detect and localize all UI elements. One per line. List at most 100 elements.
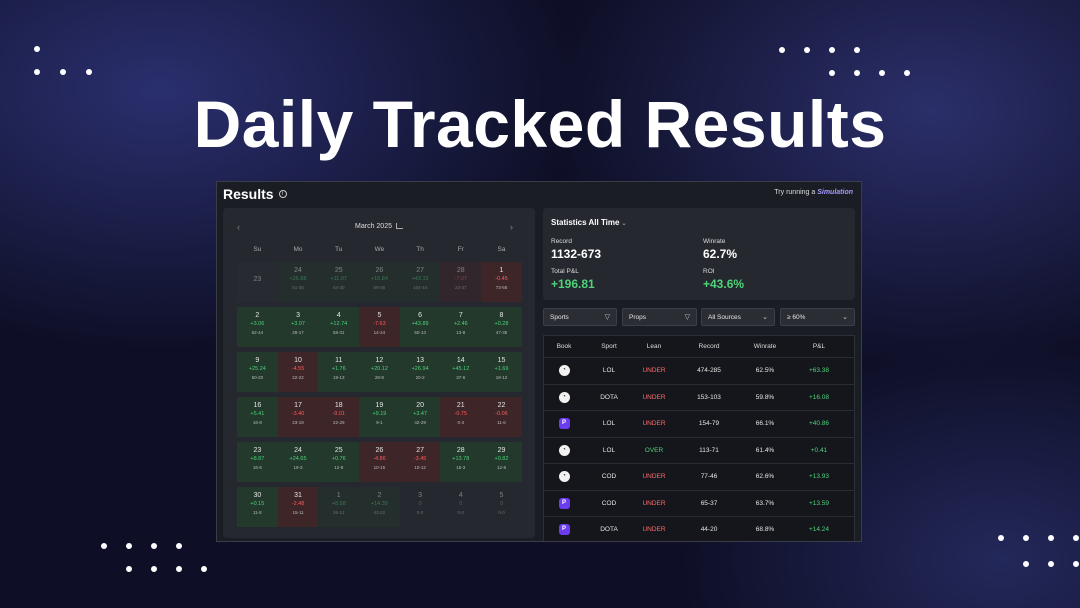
sport-cell: DOTA — [600, 393, 618, 401]
calendar-day[interactable]: 4 +12.74 58-31 — [318, 307, 360, 347]
calendar-day[interactable]: 19 +9.19 9-1 — [359, 397, 400, 437]
stats-title[interactable]: Statistics All Time ⌄ — [551, 218, 627, 227]
table-row[interactable]: ◔ COD UNDER 77-46 62.6% +13.93 — [544, 464, 854, 491]
calendar-day[interactable]: 3 +3.07 28-17 — [277, 307, 319, 347]
calendar-day[interactable]: 4 0 0-0 — [440, 487, 481, 527]
day-record: 15-3 — [456, 465, 466, 470]
calendar-day[interactable]: 11 +1.76 19-13 — [318, 352, 360, 392]
calendar-day[interactable]: 17 -3.40 23-19 — [277, 397, 319, 437]
calendar-day[interactable]: 14 +45.12 37-6 — [440, 352, 482, 392]
calendar-day[interactable]: 27 -3.45 10-12 — [399, 442, 441, 482]
simulation-link[interactable]: Simulation — [817, 189, 853, 196]
calendar-day[interactable]: 24 +24.65 19-3 — [277, 442, 319, 482]
day-pl: -9.01 — [332, 411, 345, 417]
day-number: 24 — [294, 267, 302, 274]
calendar-day[interactable]: 2 +14.39 43-22 — [359, 487, 400, 527]
weekday-label: We — [374, 246, 385, 253]
calendar-day[interactable]: 1 -0.45 73-58 — [481, 262, 522, 302]
calendar-day[interactable]: 26 -4.86 10-15 — [359, 442, 400, 482]
day-record: 43-22 — [373, 510, 386, 515]
record-cell: 154-79 — [698, 420, 720, 428]
bar-chart-icon[interactable] — [395, 223, 403, 229]
calendar-day[interactable]: 8 +0.28 47-35 — [481, 307, 522, 347]
calendar-nav: ‹ March 2025 › — [223, 222, 535, 236]
day-number: 30 — [253, 492, 262, 499]
calendar-day[interactable]: 28 +13.78 15-3 — [440, 442, 482, 482]
calendar-day[interactable]: 10 -4.55 22-22 — [277, 352, 319, 392]
calendar-grid: 23 24 +26.88 51-35 25 +11.07 54-30 26 +15.84 59-3… — [237, 262, 522, 532]
column-header[interactable]: Winrate — [753, 343, 777, 350]
calendar-day[interactable]: 22 -0.06 11-6 — [481, 397, 522, 437]
chevron-right-icon[interactable]: › — [510, 222, 513, 232]
stat-winrate: Winrate 62.7% — [703, 238, 738, 261]
simulation-cta[interactable]: Try running a Simulation — [774, 189, 853, 196]
day-pl: -2.48 — [291, 501, 305, 507]
winrate-cell: 62.6% — [755, 473, 775, 481]
calendar-day[interactable]: 27 +43.15 104-44 — [399, 262, 441, 302]
table-row[interactable]: P COD UNDER 65-37 63.7% +13.59 — [544, 491, 854, 517]
table-row[interactable]: P DOTA UNDER 44-20 68.8% +14.24 — [544, 517, 854, 541]
calendar-day[interactable]: 9 +25.24 50-20 — [237, 352, 278, 392]
day-record: 28-17 — [292, 330, 304, 335]
day-number: 5 — [499, 492, 504, 499]
calendar-day[interactable]: 31 -2.48 15-11 — [277, 487, 319, 527]
chevron-down-icon: ⌄ — [762, 314, 768, 321]
chevron-left-icon[interactable]: ‹ — [237, 222, 240, 232]
sports-filter[interactable]: Sports ▽ — [543, 308, 617, 326]
book-cell: ◔ — [544, 444, 584, 456]
calendar-day[interactable]: 6 +43.89 50-13 — [399, 307, 441, 347]
panel-header: Results i — [223, 186, 287, 202]
calendar-day[interactable]: 21 -0.75 0-3 — [440, 397, 482, 437]
calendar-day[interactable]: 23 — [237, 262, 278, 302]
record-cell: 65-37 — [700, 499, 718, 507]
filter-icon: ▽ — [604, 314, 610, 321]
table-row[interactable]: ◔ LOL OVER 113-71 61.4% +0.41 — [544, 438, 854, 464]
book-b-logo-icon: P — [558, 418, 570, 430]
calendar-day[interactable]: 23 +8.87 16-6 — [237, 442, 278, 482]
day-pl: +24.65 — [289, 456, 307, 462]
column-header[interactable]: Record — [698, 343, 720, 350]
info-icon[interactable]: i — [278, 190, 287, 198]
calendar-day[interactable]: 20 +3.47 42-29 — [399, 397, 441, 437]
record-cell: 44-20 — [700, 526, 718, 534]
calendar-day[interactable]: 7 +2.46 13-8 — [440, 307, 482, 347]
lean-cell: UNDER — [642, 393, 666, 401]
record-cell: 77-46 — [700, 473, 718, 481]
props-filter[interactable]: Props ▽ — [622, 308, 697, 326]
calendar-day[interactable]: 26 +15.84 59-36 — [359, 262, 400, 302]
threshold-select[interactable]: ≥ 60% ⌄ — [780, 308, 855, 326]
column-header[interactable]: Lean — [646, 343, 662, 350]
day-record: 16-8 — [252, 420, 262, 425]
day-number: 9 — [255, 357, 260, 364]
calendar-day[interactable]: 3 0 0-0 — [400, 487, 441, 527]
calendar-day[interactable]: 24 +26.88 51-35 — [277, 262, 319, 302]
calendar-day[interactable]: 1 +8.58 26-12 — [318, 487, 360, 527]
calendar-day[interactable]: 25 +0.76 12-8 — [318, 442, 360, 482]
calendar-day[interactable]: 5 0 0-0 — [481, 487, 522, 527]
day-pl: +0.76 — [331, 456, 346, 462]
calendar-day[interactable]: 5 -7.63 14-24 — [359, 307, 400, 347]
calendar-day[interactable]: 28 -7.07 23-37 — [440, 262, 482, 302]
table-row[interactable]: ◔ LOL UNDER 474-285 62.5% +63.38 — [544, 358, 854, 385]
calendar-day[interactable]: 29 +0.82 12-8 — [481, 442, 522, 482]
column-header[interactable]: P&L — [812, 343, 826, 350]
day-record: 12-8 — [496, 465, 506, 470]
table-body: ◔ LOL UNDER 474-285 62.5% +63.38 ◔ DOTA UNDER 153… — [544, 358, 854, 541]
day-pl: +0.82 — [494, 456, 509, 462]
column-header[interactable]: Book — [556, 343, 572, 350]
calendar-day[interactable]: 25 +11.07 54-30 — [318, 262, 360, 302]
calendar-day[interactable]: 2 +3.06 62-44 — [237, 307, 278, 347]
calendar-day[interactable]: 30 +0.15 11-8 — [237, 487, 278, 527]
pl-cell: +13.59 — [808, 499, 830, 507]
day-record: 58-31 — [332, 330, 345, 335]
pl-cell: +63.38 — [808, 367, 830, 375]
column-header[interactable]: Sport — [601, 343, 617, 350]
table-row[interactable]: ◔ DOTA UNDER 153-103 59.8% +16.08 — [544, 385, 854, 411]
sources-select[interactable]: All Sources ⌄ — [701, 308, 775, 326]
calendar-day[interactable]: 13 +26.94 20-2 — [399, 352, 441, 392]
table-row[interactable]: P LOL UNDER 154-79 66.1% +40.86 — [544, 411, 854, 438]
calendar-day[interactable]: 18 -9.01 22-29 — [318, 397, 360, 437]
calendar-day[interactable]: 12 +20.12 28-8 — [359, 352, 400, 392]
calendar-day[interactable]: 16 +5.41 16-8 — [237, 397, 278, 437]
calendar-day[interactable]: 15 +1.69 18-12 — [481, 352, 522, 392]
